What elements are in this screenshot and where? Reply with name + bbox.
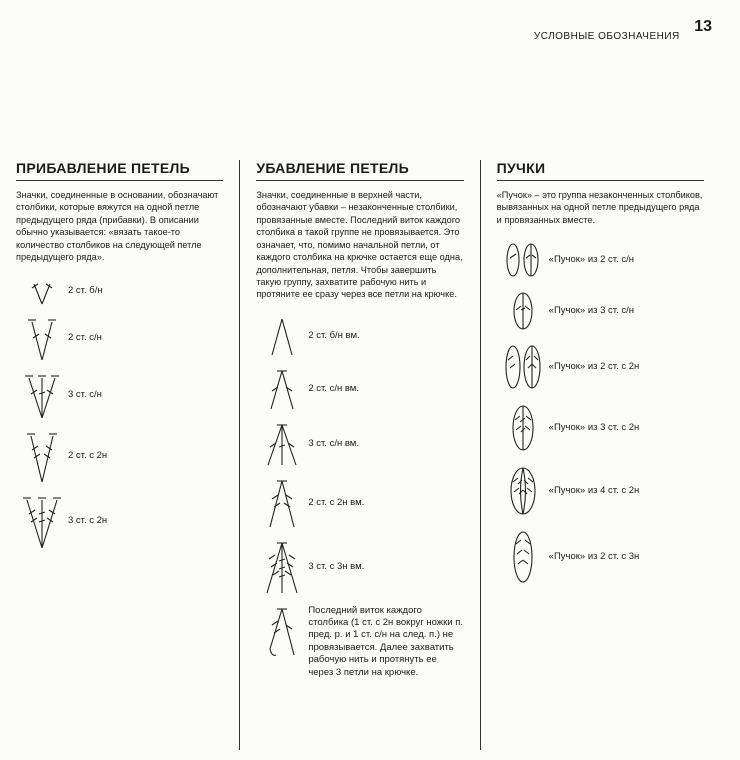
stitch-symbol-icon [497,240,549,280]
stitch-symbol-icon [497,402,549,454]
symbol-entry: «Пучок» из 2 ст. с 3н [497,528,704,586]
symbol-entry: 3 ст. с/н вм. [256,421,463,467]
column-title: ПУЧКИ [497,160,704,181]
symbol-entry: «Пучок» из 2 ст. с 2н [497,342,704,392]
column-intro: Значки, соединенные в основании, обознач… [16,189,223,264]
symbol-entry: 3 ст. с/н [16,372,223,420]
column-title: ПРИБАВЛЕНИЕ ПЕТЕЛЬ [16,160,223,181]
symbol-entry: 3 ст. с 2н [16,494,223,550]
symbol-entry: 2 ст. с 2н вм. [256,477,463,529]
column-increase: ПРИБАВЛЕНИЕ ПЕТЕЛЬ Значки, соединенные в… [0,160,239,750]
running-head: УСЛОВНЫЕ ОБОЗНАЧЕНИЯ [534,31,680,42]
column-decrease: УБАВЛЕНИЕ ПЕТЕЛЬ Значки, соединенные в в… [239,160,479,750]
symbol-entry: 2 ст. с 2н [16,430,223,484]
symbol-label: 2 ст. б/н [68,285,223,297]
symbol-entry: «Пучок» из 2 ст. с/н [497,240,704,280]
symbol-label: «Пучок» из 3 ст. с 2н [549,422,704,434]
symbol-label: 2 ст. с/н вм. [308,383,463,395]
symbol-label: 2 ст. с/н [68,332,223,344]
symbol-label: 2 ст. б/н вм. [308,330,463,342]
symbol-entry: 2 ст. с/н вм. [256,367,463,411]
stitch-symbol-icon [16,278,68,306]
symbol-label: «Пучок» из 4 ст. с 2н [549,485,704,497]
symbol-label: 2 ст. с 2н [68,450,223,462]
symbol-label: 3 ст. с/н [68,389,223,401]
stitch-symbol-icon [256,367,308,411]
symbol-label: «Пучок» из 2 ст. с 2н [549,361,704,373]
symbol-entry: «Пучок» из 3 ст. с/н [497,290,704,332]
stitch-symbol-icon [256,477,308,529]
stitch-symbol-icon [16,316,68,362]
symbol-entry: «Пучок» из 3 ст. с 2н [497,402,704,454]
stitch-symbol-icon [497,464,549,518]
symbol-label: «Пучок» из 2 ст. с 3н [549,551,704,563]
page-number: 13 [694,18,712,36]
stitch-symbol-icon [16,372,68,420]
stitch-symbol-icon [16,430,68,484]
stitch-symbol-icon [256,421,308,467]
symbol-label: 3 ст. с 2н [68,515,223,527]
stitch-symbol-icon [256,315,308,357]
symbol-entry: 2 ст. с/н [16,316,223,362]
column-intro: Значки, соединенные в верхней части, обо… [256,189,463,301]
symbol-entry: 3 ст. с 3н вм. [256,539,463,595]
stitch-symbol-icon [256,539,308,595]
page-header: УСЛОВНЫЕ ОБОЗНАЧЕНИЯ 13 [534,18,712,36]
symbol-label: 3 ст. с/н вм. [308,438,463,450]
stitch-symbol-icon [497,290,549,332]
symbol-label: «Пучок» из 3 ст. с/н [549,305,704,317]
symbol-entry: 2 ст. б/н [16,278,223,306]
stitch-symbol-icon [256,605,308,663]
symbol-entry: Последний виток каждого столбика (1 ст. … [256,605,463,679]
stitch-symbol-icon [497,342,549,392]
symbol-entry: «Пучок» из 4 ст. с 2н [497,464,704,518]
column-intro: «Пучок» – это группа незаконченных столб… [497,189,704,226]
symbol-label: Последний виток каждого столбика (1 ст. … [308,605,463,679]
symbol-label: 3 ст. с 3н вм. [308,561,463,573]
stitch-symbol-icon [16,494,68,550]
column-title: УБАВЛЕНИЕ ПЕТЕЛЬ [256,160,463,181]
symbol-label: «Пучок» из 2 ст. с/н [549,254,704,266]
stitch-symbol-icon [497,528,549,586]
symbol-label: 2 ст. с 2н вм. [308,497,463,509]
content-columns: ПРИБАВЛЕНИЕ ПЕТЕЛЬ Значки, соединенные в… [0,160,720,750]
symbol-entry: 2 ст. б/н вм. [256,315,463,357]
column-clusters: ПУЧКИ «Пучок» – это группа незаконченных… [480,160,720,750]
